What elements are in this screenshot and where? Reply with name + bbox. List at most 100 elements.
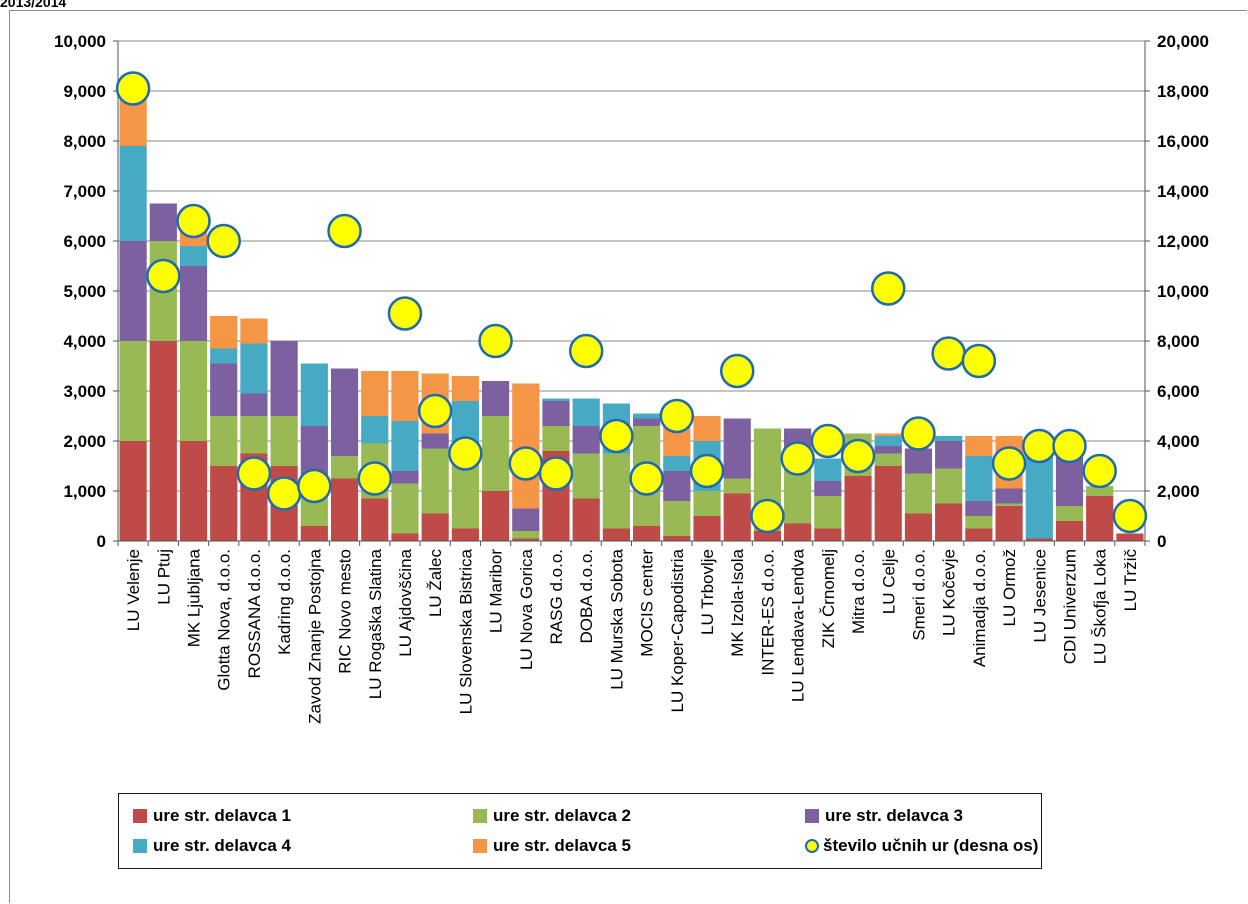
category-label: DOBA d.o.o. xyxy=(577,549,596,644)
category-labels: LU Velenje LU Ptuj MK Ljubljana Glotta Nova… xyxy=(124,548,1140,723)
point-marker xyxy=(871,271,906,306)
y-tick-label: 0 xyxy=(97,532,106,551)
point-marker xyxy=(689,453,725,489)
bar-segment-1 xyxy=(904,513,933,541)
point-marker xyxy=(659,398,695,434)
bar-segment-1 xyxy=(844,476,872,541)
point-marker xyxy=(810,423,846,459)
bar-segment-3 xyxy=(270,341,298,416)
legend-item: ure str. delavca 3 xyxy=(805,802,963,830)
category-label: LU Jesenice xyxy=(1030,549,1049,643)
category-label: LU Ajdovščina xyxy=(396,548,415,656)
point-marker xyxy=(719,353,755,389)
point-marker xyxy=(750,498,785,534)
bar-segment-1 xyxy=(179,441,208,541)
bar-segment-4 xyxy=(391,421,419,471)
category-label: MK Izola-Isola xyxy=(728,548,747,656)
bar-segment-1 xyxy=(1055,521,1084,541)
bar-segment-4 xyxy=(119,146,147,241)
point-marker xyxy=(266,476,302,511)
legend-item: ure str. delavca 1 xyxy=(133,802,291,830)
category-label: RASG d.o.o. xyxy=(547,549,566,644)
bar-segment-1 xyxy=(1025,538,1053,541)
bar-segment-3 xyxy=(149,203,177,241)
bar-segment-2 xyxy=(270,416,298,466)
category-label: LU Murska Sobota xyxy=(607,548,626,689)
bar-segment-2 xyxy=(904,473,933,514)
bar-segment-3 xyxy=(663,471,691,501)
category-label: LU Koper-Capodistria xyxy=(668,548,687,712)
bar-segment-3 xyxy=(210,363,238,416)
point-marker xyxy=(961,343,997,379)
bar-segment-2 xyxy=(814,496,842,529)
legend-circle-swatch xyxy=(805,839,819,853)
bar-segment-1 xyxy=(784,523,812,541)
category-label: MOCIS center xyxy=(638,549,657,657)
bar-segment-1 xyxy=(572,498,600,541)
category-label: LU Ormož xyxy=(1000,549,1019,626)
category-label: LU Škofja Loka xyxy=(1091,548,1110,664)
category-label: LU Lendava-Lendva xyxy=(789,548,808,702)
bar-segment-1 xyxy=(693,516,721,541)
bar-segment-4 xyxy=(814,458,842,481)
bar-segment-1 xyxy=(965,528,993,541)
y2-tick-label: 12,000 xyxy=(1157,232,1209,251)
bar-segment-5 xyxy=(451,376,479,401)
bar-segment-5 xyxy=(874,433,902,436)
bar-segment-2 xyxy=(693,491,721,516)
bar-segment-4 xyxy=(874,436,902,446)
bar-segment-1 xyxy=(481,491,510,541)
bar-segment-5 xyxy=(240,318,268,344)
bar-segment-4 xyxy=(965,456,993,501)
point-marker xyxy=(568,333,604,369)
bar-segment-2 xyxy=(210,416,238,466)
point-marker xyxy=(780,441,815,476)
category-label: Smeri d.o.o. xyxy=(909,549,928,641)
bar-segment-1 xyxy=(602,528,630,541)
category-label: Glotta Nova, d.o.o. xyxy=(215,549,234,691)
point-marker xyxy=(387,296,423,331)
bar-segment-1 xyxy=(451,528,479,541)
category-label: ZIK Črnomelj xyxy=(819,549,838,648)
bar-segment-4 xyxy=(572,398,600,426)
bar-segment-2 xyxy=(512,531,540,539)
bar-segment-3 xyxy=(391,471,419,484)
category-label: Kadring d.o.o. xyxy=(275,549,294,655)
legend-swatch xyxy=(133,809,147,823)
category-label: LU Nova Gorica xyxy=(517,548,536,669)
y-tick-label: 2,000 xyxy=(63,432,106,451)
right-axis-ticks: 0 2,000 4,000 6,000 8,000 10,000 12,000 14,000 1… xyxy=(1157,32,1209,551)
bar-segment-5 xyxy=(361,371,389,416)
bar-segment-2 xyxy=(663,501,691,536)
bar-segment-2 xyxy=(874,453,902,466)
bar-segment-2 xyxy=(572,453,600,499)
bar-segment-4 xyxy=(542,398,570,401)
bars xyxy=(119,91,1144,541)
y-tick-label: 4,000 xyxy=(63,332,106,351)
point-marker xyxy=(1022,428,1057,464)
y2-tick-label: 20,000 xyxy=(1157,32,1209,51)
point-marker xyxy=(1052,428,1087,464)
legend: ure str. delavca 1 ure str. delavca 2 ure … xyxy=(118,793,1042,869)
bar-segment-3 xyxy=(633,418,661,426)
bar-segment-2 xyxy=(602,453,630,529)
category-label: LU Celje xyxy=(879,549,898,614)
category-label: CDI Univerzum xyxy=(1060,549,1079,664)
category-label: MK Ljubljana xyxy=(185,548,204,647)
bar-segment-2 xyxy=(1086,486,1114,496)
category-label: Zavod Znanje Postojna xyxy=(305,548,324,723)
bar-segment-1 xyxy=(874,466,902,541)
bar-segment-1 xyxy=(300,526,328,541)
bar-segment-2 xyxy=(179,341,208,441)
y-tick-label: 7,000 xyxy=(63,182,106,201)
point-marker xyxy=(297,468,332,504)
point-marker xyxy=(357,461,392,496)
legend-item: število učnih ur (desna os) xyxy=(805,832,1038,860)
legend-label: število učnih ur (desna os) xyxy=(823,836,1039,855)
bar-segment-4 xyxy=(633,413,661,419)
bar-segment-1 xyxy=(361,498,389,541)
point-marker xyxy=(1082,453,1117,489)
bar-segment-4 xyxy=(300,363,328,426)
y2-tick-label: 0 xyxy=(1157,532,1166,551)
